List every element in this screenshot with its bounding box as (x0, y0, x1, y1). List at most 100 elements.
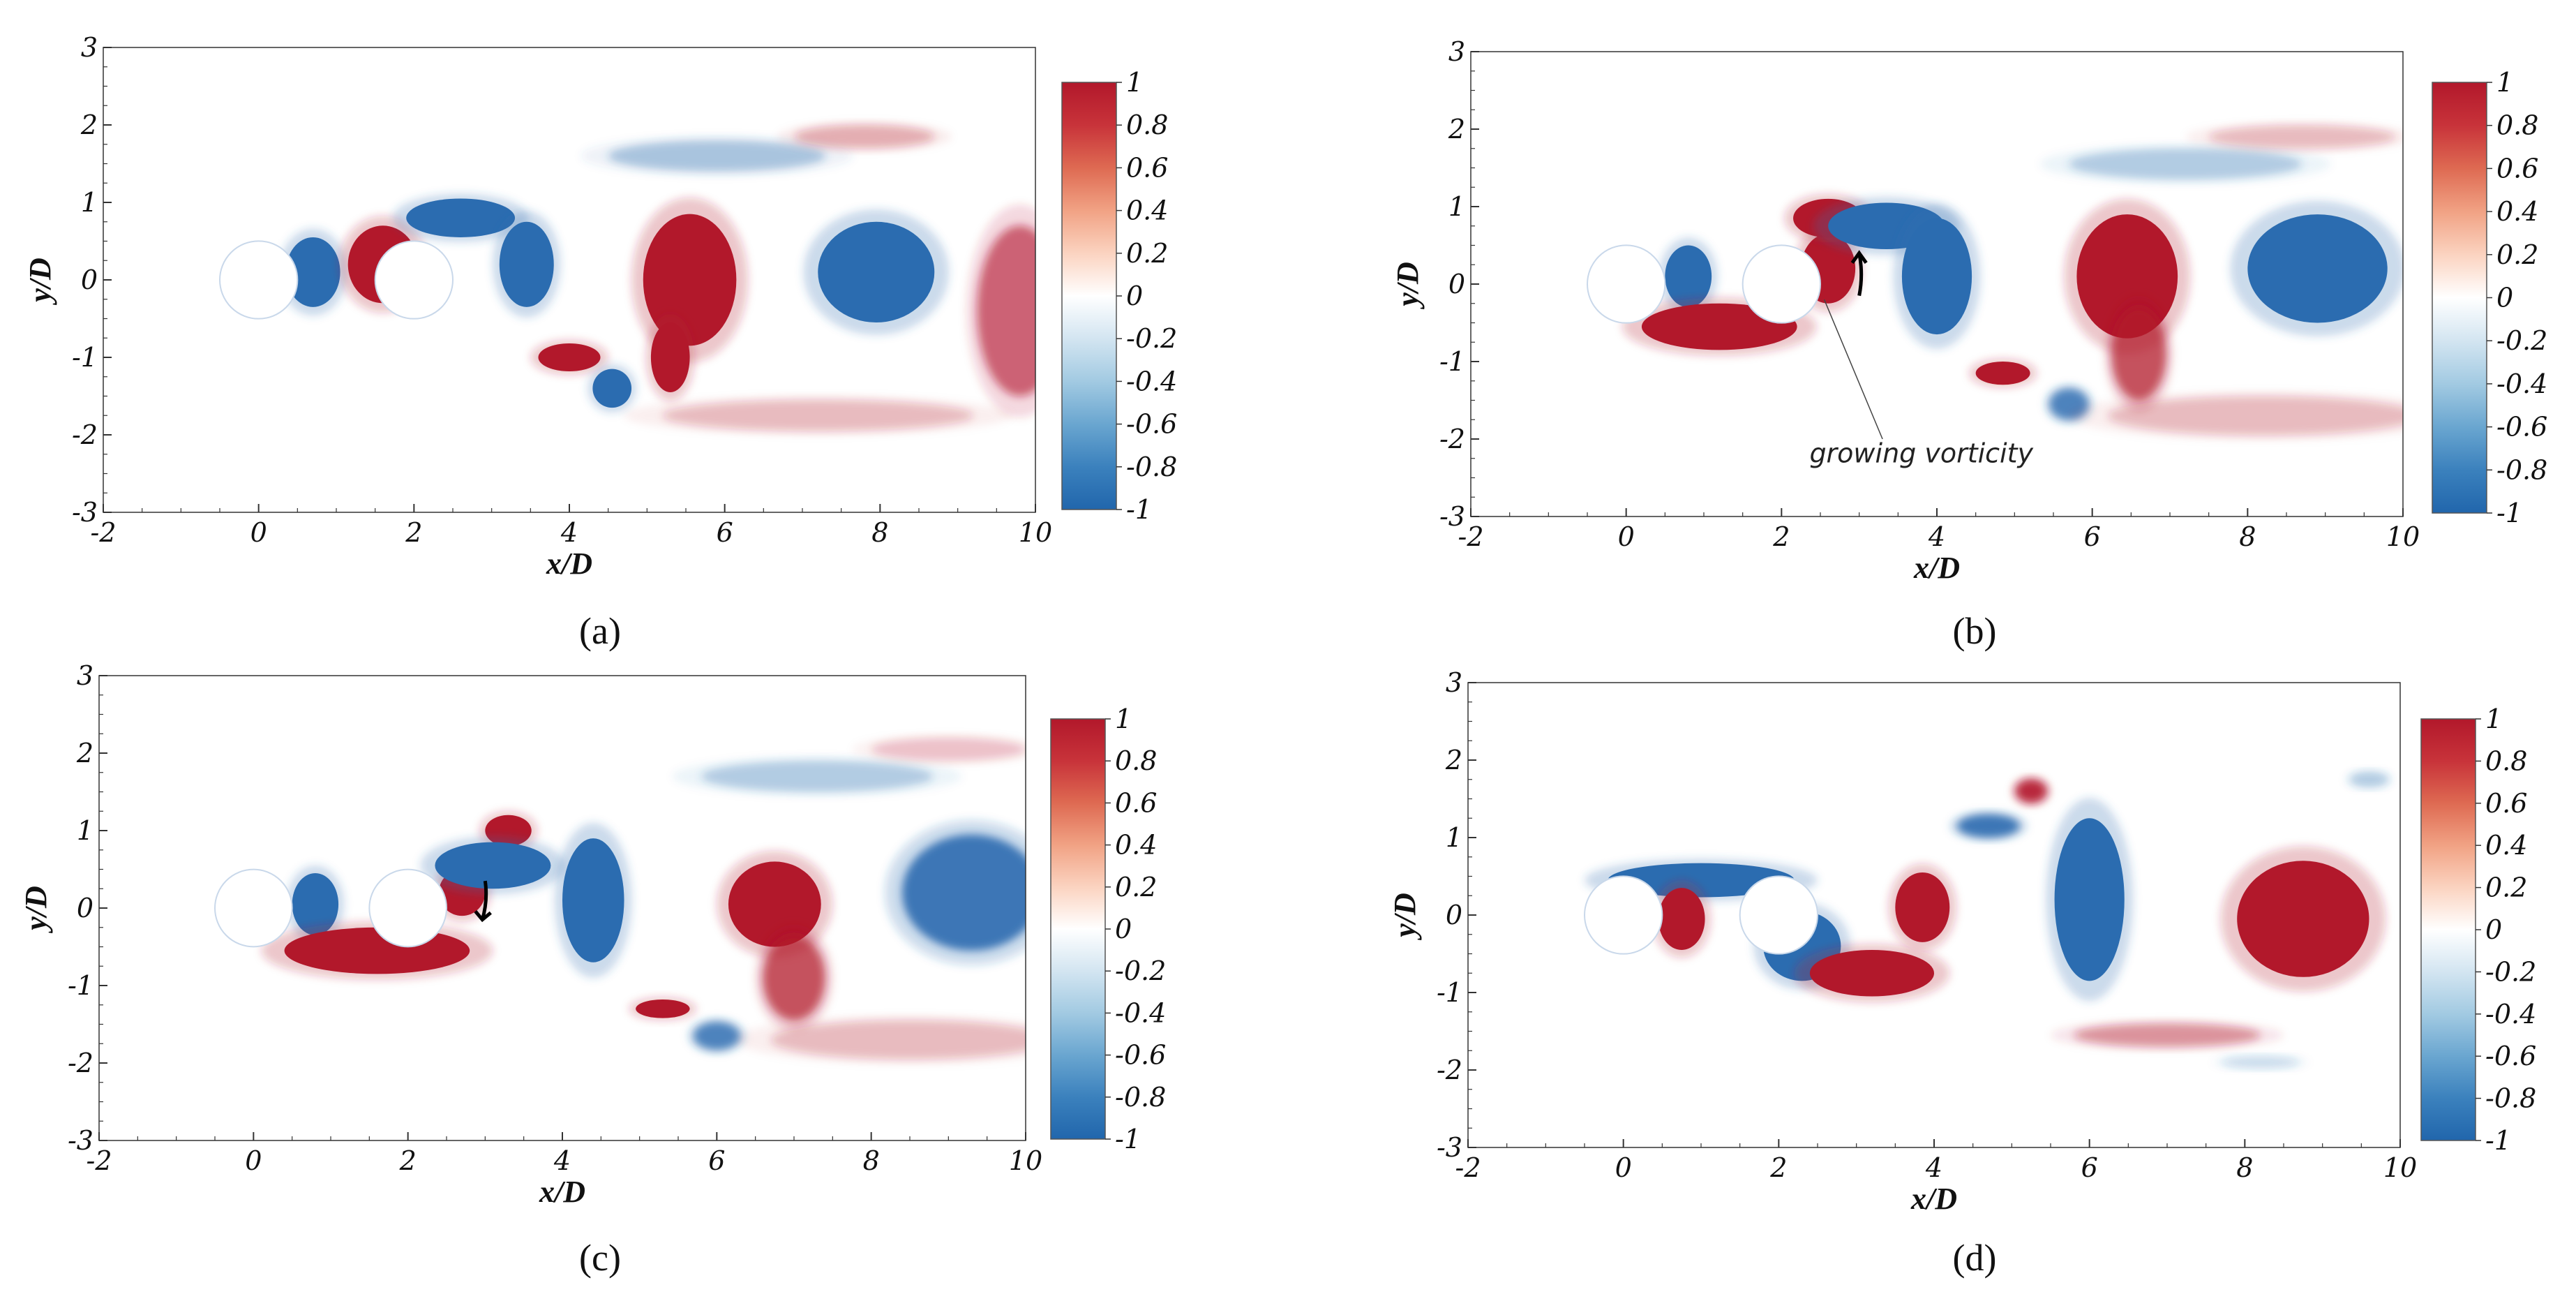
negative-vortex (2069, 148, 2302, 180)
panel-d: -2 0 2 4 6 8 103210-1-2-3x/Dy/D10.80.60.40.20-… (1388, 667, 2536, 1279)
colorbar-tick-label: -0.4 (2496, 369, 2547, 399)
vorticity-field (219, 121, 1035, 435)
colorbar-tick-label: 0 (1115, 914, 1132, 944)
x-tick-label: 6 (708, 1145, 725, 1176)
y-tick-label: 1 (81, 187, 98, 218)
positive-vortex (770, 1020, 1026, 1060)
negative-vortex (406, 198, 516, 237)
y-tick-label: -3 (72, 497, 98, 528)
y-tick-label: -1 (1439, 346, 1465, 377)
y-tick-label: -1 (68, 970, 93, 1001)
x-tick-label: 8 (871, 517, 888, 548)
x-tick-label: 0 (245, 1145, 262, 1176)
colorbar-tick-label: -0.6 (2485, 1041, 2536, 1071)
colorbar-tick-label: 1 (1126, 67, 1143, 98)
positive-vortex (1975, 362, 2030, 385)
negative-vortex (2054, 818, 2125, 981)
colorbar-tick-label: 0.6 (1115, 787, 1157, 818)
y-tick-label: 2 (1448, 114, 1465, 144)
cylinder-1 (214, 868, 293, 948)
colorbar-tick-label: 0 (2496, 283, 2513, 313)
positive-vortex (1895, 872, 1950, 942)
y-axis-title: y/D (23, 258, 57, 306)
colorbar-tick-label: -0.4 (1126, 366, 1177, 396)
colorbar-tick-label: -0.2 (1115, 956, 1166, 986)
y-tick-label: -3 (1437, 1132, 1462, 1163)
y-tick-label: 3 (1446, 667, 1462, 698)
colorbar-tick-label: -1 (1115, 1124, 1141, 1154)
colorbar (2432, 82, 2487, 514)
colorbar-tick-label: 0.6 (1126, 152, 1168, 183)
x-tick-label: 4 (1925, 1152, 1942, 1183)
y-tick-label: -2 (68, 1048, 93, 1078)
x-tick-label: -2 (1455, 1152, 1481, 1183)
y-tick-label: -3 (68, 1125, 93, 1156)
positive-vortex (2237, 861, 2369, 977)
colorbar-tick-label: -1 (1126, 494, 1152, 525)
negative-vortex (292, 873, 339, 935)
colorbar-tick-label: -0.2 (2485, 956, 2536, 987)
colorbar-tick-label: -1 (2485, 1125, 2511, 1156)
x-tick-label: 6 (2084, 521, 2101, 552)
x-tick-label: 4 (553, 1145, 571, 1176)
x-tick-label: -2 (90, 517, 116, 548)
y-tick-label: -2 (72, 419, 98, 450)
x-tick-label: 10 (1009, 1145, 1042, 1176)
colorbar-tick-label: -0.8 (2485, 1083, 2536, 1114)
y-axis-title: y/D (1388, 893, 1422, 941)
positive-vortex (538, 343, 601, 371)
colorbar-tick-label: 0.4 (1115, 830, 1157, 861)
colorbar-tick-label: 0.4 (2485, 830, 2527, 861)
colorbar-tick-label: 0.6 (2496, 153, 2538, 184)
x-tick-label: 10 (2386, 521, 2420, 552)
y-tick-label: 0 (81, 265, 98, 295)
x-tick-label: 2 (405, 517, 422, 548)
colorbar-tick-label: -0.4 (1115, 997, 1166, 1028)
cylinder-1 (1587, 244, 1666, 324)
colorbar-tick-label: -0.2 (2496, 325, 2547, 356)
x-axis-title: x/D (546, 547, 592, 581)
positive-vortex (636, 999, 690, 1018)
x-tick-label: 6 (2081, 1152, 2098, 1183)
colorbar-tick-label: -0.4 (2485, 999, 2536, 1030)
cylinder-2 (374, 240, 454, 320)
colorbar-tick-label: -0.6 (1126, 409, 1177, 440)
y-tick-label: -1 (1437, 977, 1462, 1008)
negative-vortex (435, 842, 551, 889)
negative-vortex (608, 140, 826, 172)
positive-vortex (977, 225, 1035, 396)
y-tick-label: 1 (1448, 191, 1465, 222)
panel-caption: (a) (579, 610, 621, 652)
negative-vortex (2349, 771, 2389, 787)
colorbar-tick-label: 1 (2485, 704, 2502, 734)
x-tick-label: 6 (717, 517, 733, 548)
x-tick-label: 10 (2383, 1152, 2417, 1183)
negative-vortex (1608, 863, 1795, 898)
negative-vortex (562, 838, 624, 963)
x-axis-title: x/D (539, 1175, 585, 1209)
x-tick-label: -2 (86, 1145, 112, 1176)
colorbar-tick-label: 0 (1126, 281, 1143, 311)
negative-vortex (499, 221, 554, 307)
y-tick-label: 1 (77, 815, 93, 846)
colorbar-tick-label: 0 (2485, 914, 2502, 945)
panel-caption: (d) (1953, 1237, 1997, 1279)
cylinder-1 (1584, 875, 1663, 955)
x-tick-label: 8 (2239, 521, 2256, 552)
colorbar-tick-label: -0.6 (2496, 412, 2547, 443)
y-tick-label: 3 (81, 32, 98, 63)
x-axis-title: x/D (1910, 1182, 1957, 1216)
x-tick-label: -2 (1458, 521, 1483, 552)
colorbar-tick-label: -0.8 (1126, 452, 1177, 482)
y-tick-label: 0 (77, 893, 93, 923)
colorbar-tick-label: 0.2 (1126, 238, 1168, 269)
y-axis-title: y/D (1391, 262, 1425, 310)
colorbar-tick-label: -0.2 (1126, 323, 1177, 354)
x-tick-label: 8 (863, 1145, 880, 1176)
negative-vortex (701, 761, 934, 792)
y-tick-label: -1 (72, 342, 98, 373)
colorbar-tick-label: 0.8 (1115, 745, 1157, 776)
y-tick-label: 1 (1446, 822, 1462, 853)
